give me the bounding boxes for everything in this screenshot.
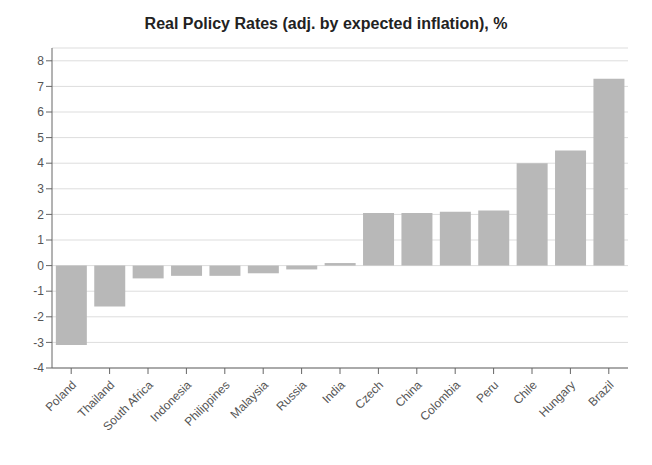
svg-text:-1: -1	[33, 284, 44, 298]
svg-text:4: 4	[37, 156, 44, 170]
svg-text:Philippines: Philippines	[182, 378, 233, 429]
svg-text:Chile: Chile	[511, 378, 540, 407]
svg-text:Poland: Poland	[43, 378, 79, 414]
svg-text:8: 8	[37, 54, 44, 68]
svg-text:7: 7	[37, 80, 44, 94]
svg-text:Colombia: Colombia	[417, 378, 463, 424]
svg-text:South Africa: South Africa	[100, 378, 156, 434]
svg-text:Peru: Peru	[474, 378, 502, 406]
html-text:Real Policy Rates (adj. by exp: Real Policy Rates (adj. by expected infl…	[144, 15, 508, 32]
svg-text:3: 3	[37, 182, 44, 196]
svg-text:Indonesia: Indonesia	[147, 377, 195, 425]
svg-text:5: 5	[37, 131, 44, 145]
svg-text:Malaysia: Malaysia	[228, 378, 272, 422]
svg-text:0: 0	[37, 259, 44, 273]
svg-text:6: 6	[37, 105, 44, 119]
svg-text:-4: -4	[33, 361, 44, 375]
svg-text:Russia: Russia	[274, 378, 310, 414]
svg-text:China: China	[393, 378, 425, 410]
svg-text:Thailand: Thailand	[74, 377, 118, 421]
svg-text:-2: -2	[33, 310, 44, 324]
svg-text:-3: -3	[33, 336, 44, 350]
svg-text:Brazil: Brazil	[585, 378, 616, 409]
svg-text:Hungary: Hungary	[536, 378, 578, 420]
svg-text:1: 1	[37, 233, 44, 247]
svg-text:2: 2	[37, 208, 44, 222]
svg-text:Czech: Czech	[352, 378, 386, 412]
svg-text:India: India	[319, 378, 348, 407]
